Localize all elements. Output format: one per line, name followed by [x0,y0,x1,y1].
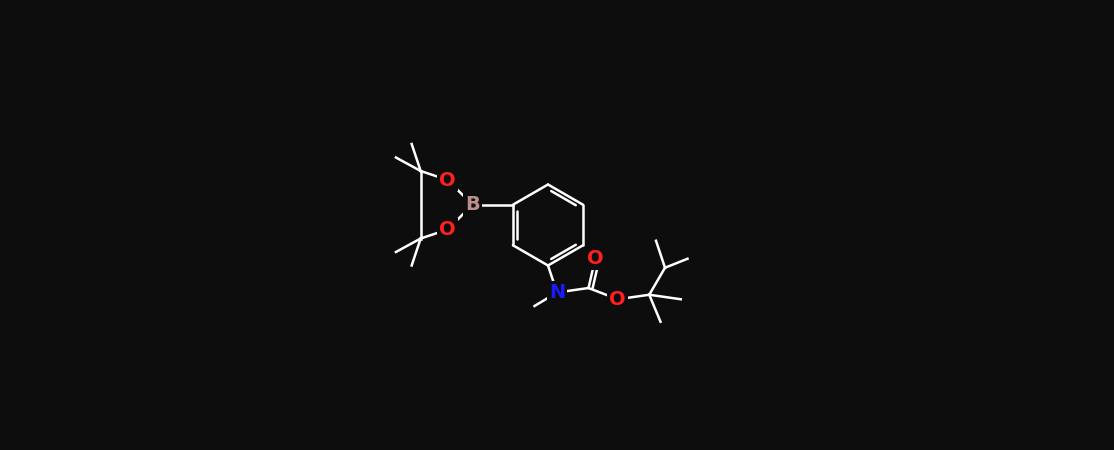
Text: O: O [439,220,456,239]
Text: B: B [465,195,480,214]
Text: N: N [549,283,565,302]
Text: O: O [609,290,626,309]
Text: O: O [587,249,604,268]
Text: O: O [439,171,456,189]
